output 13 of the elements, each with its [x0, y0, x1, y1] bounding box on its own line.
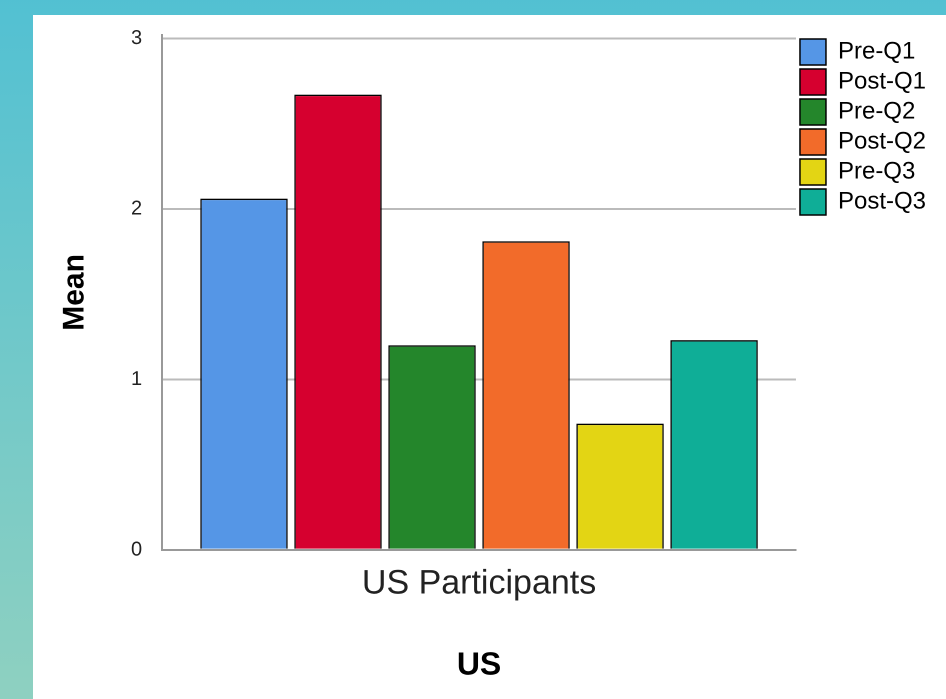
- legend-label: Post-Q1: [838, 68, 926, 95]
- y-tick-label: 0: [131, 538, 142, 560]
- legend-label: Post-Q3: [838, 188, 926, 215]
- y-tick-label: 3: [131, 26, 142, 49]
- x-axis-title: US: [456, 646, 502, 682]
- y-tick-label: 2: [131, 197, 142, 220]
- y-tick-label: 1: [131, 368, 142, 390]
- legend-label: Post-Q2: [838, 128, 926, 155]
- legend-label: Pre-Q2: [838, 98, 916, 125]
- y-axis-title: Mean: [57, 254, 90, 331]
- legend-label: Pre-Q3: [838, 158, 916, 185]
- legend-label: Pre-Q1: [838, 38, 916, 65]
- x-tick-label: US Participants: [362, 564, 596, 602]
